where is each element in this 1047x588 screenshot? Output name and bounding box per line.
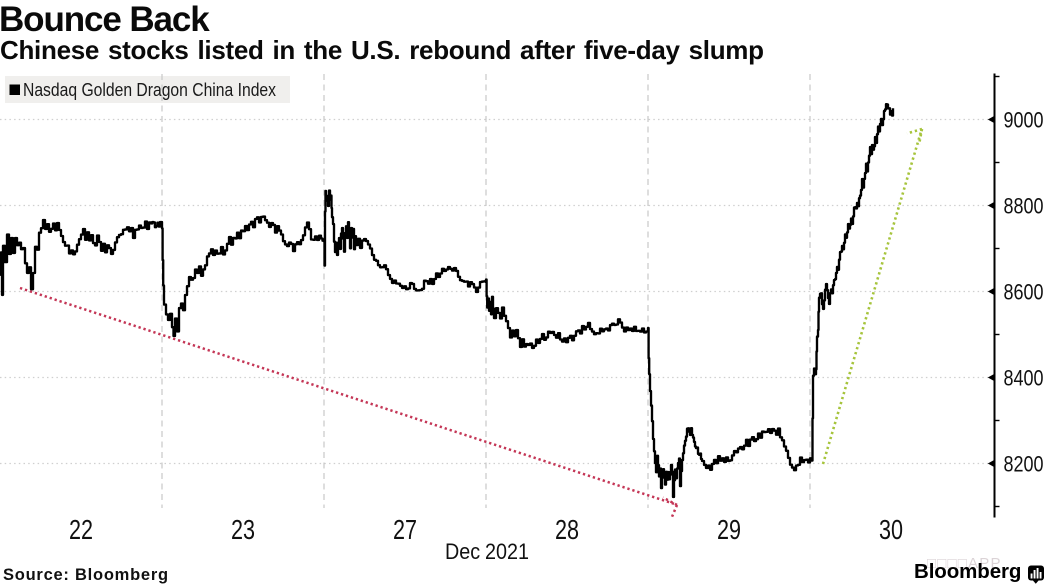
- svg-text:8400: 8400: [1004, 365, 1044, 390]
- svg-text:8800: 8800: [1004, 193, 1044, 218]
- svg-text:30: 30: [879, 514, 903, 545]
- svg-text:22: 22: [69, 514, 93, 545]
- svg-text:8200: 8200: [1004, 451, 1044, 476]
- svg-text:8600: 8600: [1004, 279, 1044, 304]
- svg-text:27: 27: [393, 514, 417, 545]
- svg-text:29: 29: [717, 514, 741, 545]
- svg-text:Dec 2021: Dec 2021: [445, 539, 529, 564]
- svg-text:9000: 9000: [1004, 107, 1044, 132]
- svg-text:Nasdaq Golden Dragon China Ind: Nasdaq Golden Dragon China Index: [23, 79, 277, 100]
- svg-text:23: 23: [231, 514, 255, 545]
- svg-text:28: 28: [555, 514, 579, 545]
